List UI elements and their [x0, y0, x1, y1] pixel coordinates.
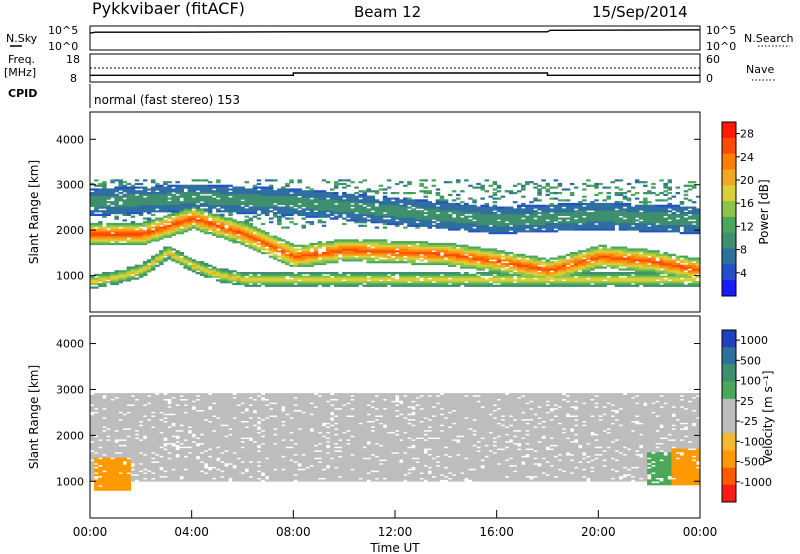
- y-tick-label: 1000: [56, 270, 84, 283]
- power-panel: 1000 2000 3000 4000 Slant Range [km] 4 8 12 16…: [27, 111, 771, 313]
- y-tick-label: 3000: [56, 383, 84, 396]
- colorbar-swatch: [722, 484, 736, 503]
- power-y-axis: 1000 2000 3000 4000: [56, 133, 700, 283]
- colorbar-swatch: [722, 280, 736, 297]
- y-tick-label: 4000: [56, 133, 84, 146]
- velocity-colorbar: -1000 -500 -100 -25 25 100 500 1000: [721, 329, 772, 503]
- colorbar-swatch: [722, 201, 736, 218]
- colorbar-swatch: [722, 416, 736, 434]
- velocity-heatmap: [90, 393, 701, 491]
- y-tick-label: 3000: [56, 179, 84, 192]
- colorbar-swatch: [722, 450, 736, 468]
- x-tick-label: 20:00: [581, 525, 616, 539]
- colorbar-tick-label: -100: [740, 435, 765, 448]
- date-label: 15/Sep/2014: [592, 3, 688, 21]
- nsky-right-tick-top: 10^5: [706, 24, 736, 37]
- colorbar-swatch: [722, 248, 736, 265]
- colorbar-tick-label: 8: [740, 244, 747, 257]
- nsky-left-tick-top: 10^5: [48, 24, 78, 37]
- colorbar-tick-label: 500: [740, 354, 761, 367]
- x-tick-label: 12:00: [378, 525, 413, 539]
- nave-label: Nave: [746, 63, 774, 76]
- nsky-right-tick-bottom: 10^0: [706, 40, 736, 53]
- nsky-label: N.Sky: [6, 32, 38, 45]
- time-x-axis: 00:00 04:00 08:00 12:00 16:00 20:00 00:00: [73, 510, 718, 539]
- freq-left-tick-bottom: 8: [70, 72, 77, 85]
- nave-right-tick-top: 60: [706, 53, 720, 66]
- time-axis-label: Time UT: [369, 541, 420, 554]
- colorbar-tick-label: 24: [740, 151, 754, 164]
- freq-label: Freq.: [8, 53, 35, 66]
- beam-label: Beam 12: [354, 3, 421, 21]
- colorbar-tick-label: 20: [740, 174, 754, 187]
- colorbar-swatch: [722, 185, 736, 202]
- colorbar-swatch: [722, 232, 736, 249]
- nsky-series-line: [89, 29, 701, 34]
- power-frame: [89, 111, 701, 313]
- colorbar-tick-label: 25: [740, 395, 754, 408]
- y-tick-label: 1000: [56, 475, 84, 488]
- velocity-y-axis: 1000 2000 3000 4000: [56, 338, 700, 488]
- power-colorbar: 4 8 12 16 20 24 28: [721, 121, 754, 297]
- colorbar-swatch: [722, 433, 736, 451]
- colorbar-swatch: [722, 398, 736, 417]
- colorbar-tick-label: -25: [740, 415, 758, 428]
- colorbar-swatch: [722, 137, 736, 154]
- x-tick-label: 08:00: [276, 525, 311, 539]
- power-ylabel: Slant Range [km]: [27, 160, 41, 264]
- colorbar-swatch: [722, 264, 736, 281]
- colorbar-tick-label: 1000: [740, 334, 768, 347]
- nave-right-tick-bottom: 0: [706, 72, 713, 85]
- freq-left-tick-top: 18: [66, 53, 80, 66]
- colorbar-tick-label: 16: [740, 197, 754, 210]
- colorbar-tick-label: 4: [740, 267, 747, 280]
- colorbar-swatch: [722, 153, 736, 170]
- freq-panel: Freq. [MHz] 18 8 60 0 Nave: [4, 53, 776, 85]
- freq-unit-label: [MHz]: [4, 66, 36, 79]
- y-tick-label: 2000: [56, 224, 84, 237]
- colorbar-swatch: [722, 216, 736, 234]
- x-tick-label: 00:00: [73, 525, 108, 539]
- y-tick-label: 2000: [56, 429, 84, 442]
- nsky-frame: [89, 25, 701, 51]
- colorbar-tick-label: 12: [740, 220, 754, 233]
- velocity-ylabel: Slant Range [km]: [27, 365, 41, 469]
- colorbar-tick-label: 100: [740, 375, 761, 388]
- colorbar-swatch: [722, 364, 736, 382]
- x-tick-label: 04:00: [174, 525, 209, 539]
- colorbar-tick-label: -500: [740, 456, 765, 469]
- colorbar-swatch: [722, 381, 736, 400]
- colorbar-swatch: [722, 347, 736, 365]
- y-tick-label: 4000: [56, 338, 84, 351]
- power-colorbar-label: Power [dB]: [757, 179, 771, 244]
- cpid-text: normal (fast stereo) 153: [94, 93, 240, 107]
- colorbar-tick-label: -1000: [740, 476, 772, 489]
- nsearch-label: N.Search: [744, 32, 794, 45]
- x-tick-label: 00:00: [683, 525, 718, 539]
- freq-series-line: [90, 72, 700, 76]
- nsky-left-tick-bottom: 10^0: [48, 40, 78, 53]
- colorbar-tick-label: 28: [740, 128, 754, 141]
- nsky-panel: N.Sky 10^5 10^0 10^5 10^0 N.Search: [6, 24, 794, 53]
- cpid-label: CPID: [8, 87, 37, 100]
- colorbar-swatch: [722, 122, 736, 139]
- colorbar-swatch: [722, 169, 736, 186]
- power-heatmap: [90, 179, 701, 289]
- colorbar-swatch: [722, 330, 736, 348]
- station-title: Pykkvibaer (fitACF): [92, 0, 245, 18]
- colorbar-swatch: [722, 467, 736, 486]
- velocity-colorbar-label: Velocity [m s⁻¹]: [761, 370, 775, 463]
- x-tick-label: 16:00: [479, 525, 514, 539]
